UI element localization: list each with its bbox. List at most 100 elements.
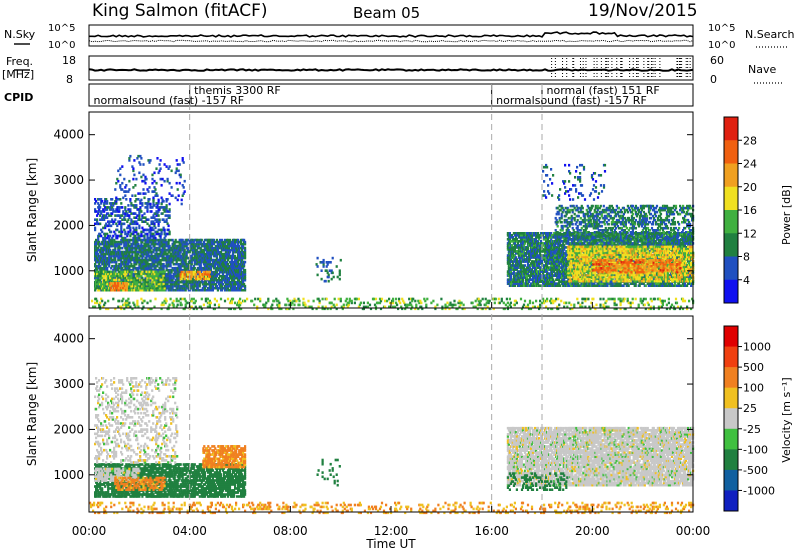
range-cell bbox=[140, 230, 143, 234]
range-cell bbox=[117, 250, 120, 254]
range-cell bbox=[140, 274, 143, 278]
range-cell bbox=[136, 282, 139, 286]
range-cell bbox=[133, 262, 136, 266]
range-cell bbox=[211, 284, 214, 288]
range-cell bbox=[105, 264, 108, 268]
range-cell bbox=[135, 262, 138, 266]
range-cell bbox=[244, 254, 247, 258]
range-cell bbox=[113, 238, 116, 242]
range-cell bbox=[195, 240, 198, 244]
range-cell bbox=[103, 276, 106, 280]
range-cell bbox=[224, 280, 228, 284]
range-cell bbox=[149, 248, 152, 252]
range-cell bbox=[144, 192, 147, 195]
range-cell bbox=[174, 272, 177, 276]
range-cell bbox=[212, 258, 215, 262]
range-cell bbox=[159, 167, 162, 170]
range-cell bbox=[146, 266, 149, 270]
range-cell bbox=[244, 268, 247, 272]
range-cell bbox=[241, 288, 244, 292]
range-cell bbox=[233, 244, 236, 248]
range-cell bbox=[235, 288, 238, 292]
range-cell bbox=[99, 206, 102, 209]
range-cell bbox=[185, 286, 188, 290]
range-cell bbox=[190, 260, 193, 264]
range-cell bbox=[124, 270, 127, 274]
range-cell bbox=[183, 286, 186, 290]
range-cell bbox=[127, 268, 130, 272]
range-cell bbox=[142, 188, 145, 191]
range-cell bbox=[107, 272, 110, 276]
range-cell bbox=[233, 270, 236, 274]
range-cell bbox=[235, 246, 238, 250]
range-cell bbox=[171, 238, 174, 242]
range-cell bbox=[242, 280, 245, 284]
nsky-label: N.Sky bbox=[4, 28, 36, 41]
range-cell bbox=[179, 256, 182, 260]
range-cell bbox=[107, 206, 110, 209]
range-cell bbox=[238, 244, 241, 248]
range-cell bbox=[176, 188, 179, 191]
range-cell bbox=[127, 262, 130, 266]
range-cell bbox=[162, 280, 165, 284]
range-cell bbox=[237, 242, 240, 246]
range-cell bbox=[147, 190, 150, 193]
range-cell bbox=[209, 268, 212, 272]
range-cell bbox=[135, 198, 138, 201]
range-cell bbox=[239, 276, 242, 280]
range-cell bbox=[180, 198, 183, 202]
range-cell bbox=[219, 250, 223, 254]
range-cell bbox=[108, 220, 111, 223]
range-cell bbox=[165, 165, 168, 168]
range-cell bbox=[176, 268, 179, 272]
range-cell bbox=[130, 278, 133, 282]
range-cell bbox=[135, 246, 138, 250]
range-cell bbox=[115, 280, 118, 284]
freq-scale-top: 18 bbox=[62, 54, 76, 67]
range-cell bbox=[129, 268, 132, 272]
range-cell bbox=[171, 194, 174, 197]
range-cell bbox=[141, 270, 144, 274]
noise-scale-top-left: 10^5 bbox=[48, 23, 75, 34]
range-cell bbox=[213, 250, 216, 254]
range-cell bbox=[130, 262, 133, 266]
range-cell bbox=[171, 248, 174, 252]
range-cell bbox=[171, 286, 174, 290]
range-cell bbox=[123, 177, 126, 181]
range-cell bbox=[103, 284, 106, 288]
range-cell bbox=[130, 258, 133, 262]
range-cell bbox=[120, 256, 123, 260]
range-cell bbox=[179, 288, 182, 292]
range-cell bbox=[129, 264, 132, 268]
range-cell bbox=[141, 276, 144, 280]
range-cell bbox=[157, 280, 160, 284]
range-cell bbox=[206, 246, 209, 250]
range-cell bbox=[138, 224, 141, 228]
range-cell bbox=[117, 268, 120, 272]
range-cell bbox=[229, 276, 233, 280]
range-cell bbox=[117, 179, 120, 183]
range-cell bbox=[221, 256, 225, 260]
range-cell bbox=[160, 262, 163, 266]
range-cell bbox=[157, 256, 160, 260]
range-cell bbox=[196, 260, 199, 264]
range-cell bbox=[209, 286, 212, 290]
range-cell bbox=[160, 228, 163, 232]
range-cell bbox=[240, 286, 243, 290]
range-cell bbox=[99, 286, 102, 290]
range-cell bbox=[202, 284, 205, 288]
range-cell bbox=[211, 252, 214, 256]
range-cell bbox=[114, 248, 117, 252]
range-cell bbox=[211, 272, 214, 276]
range-cell bbox=[140, 210, 143, 213]
range-cell bbox=[238, 272, 241, 276]
range-cell bbox=[128, 240, 131, 244]
range-cell bbox=[207, 250, 210, 254]
range-cell bbox=[94, 262, 97, 266]
range-cell bbox=[227, 266, 231, 270]
range-cell bbox=[160, 280, 163, 284]
range-cell bbox=[147, 218, 150, 221]
range-cell bbox=[221, 282, 225, 286]
range-cell bbox=[207, 280, 210, 284]
